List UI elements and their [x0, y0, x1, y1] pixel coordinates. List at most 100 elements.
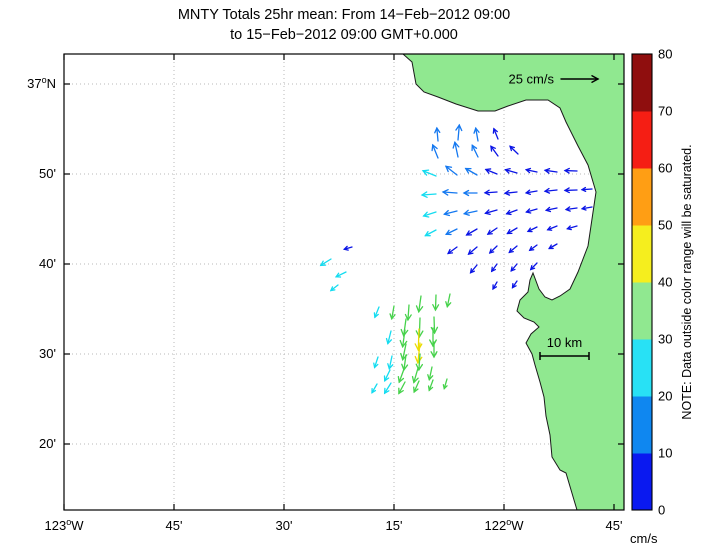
- current-vector: [504, 167, 518, 174]
- current-vector: [427, 366, 434, 382]
- colorbar-band: [632, 54, 652, 112]
- current-vector: [398, 381, 406, 395]
- current-vector: [506, 227, 518, 235]
- x-tick-label: 122oW: [485, 517, 525, 533]
- current-vector: [490, 263, 498, 273]
- current-vector: [465, 228, 478, 236]
- colorbar-tick-label: 40: [658, 275, 672, 290]
- grid-lines: [63, 54, 624, 510]
- colorbar-band: [632, 282, 652, 340]
- y-tick-label: 37oN: [27, 75, 56, 91]
- current-vector: [430, 316, 439, 335]
- y-tick-label: 20': [39, 436, 56, 451]
- current-vector: [509, 145, 519, 155]
- reference-arrow-label: 25 cm/s: [508, 72, 554, 87]
- current-vector: [414, 328, 423, 352]
- current-vector: [432, 294, 440, 312]
- landmass-monterey-coast: [402, 54, 624, 510]
- current-vector: [580, 186, 593, 193]
- current-vector: [464, 167, 478, 176]
- current-vector: [563, 167, 578, 174]
- colorbar: 0 10 20 30 40 50 60 70 80 cm/s NOTE: Data outside …: [630, 47, 694, 547]
- current-vector: [462, 209, 478, 216]
- current-vector: [490, 145, 499, 157]
- current-vector: [544, 206, 558, 213]
- current-vector: [383, 382, 392, 395]
- vector-field: [319, 123, 593, 395]
- current-vector: [444, 165, 458, 176]
- colorbar-units-label: cm/s: [630, 531, 658, 546]
- scale-bar-label: 10 km: [547, 335, 582, 350]
- x-tick-label: 45': [606, 518, 623, 533]
- current-vector: [424, 229, 437, 237]
- y-tick-label: 30': [39, 346, 56, 361]
- colorbar-band: [632, 453, 652, 511]
- current-vector: [492, 127, 499, 140]
- current-vector: [430, 341, 438, 359]
- current-vector: [429, 327, 437, 348]
- current-vector: [510, 263, 518, 272]
- current-vector: [373, 356, 379, 369]
- current-vector: [422, 211, 437, 218]
- colorbar-border: [631, 53, 653, 511]
- x-tick-label: 123oW: [45, 517, 85, 533]
- current-vector: [319, 258, 332, 267]
- current-vector: [473, 126, 480, 142]
- current-vector: [566, 225, 578, 231]
- current-vector: [445, 228, 458, 236]
- current-vector: [484, 168, 498, 175]
- current-vector: [413, 380, 420, 394]
- colorbar-band: [632, 339, 652, 397]
- current-vector: [462, 189, 478, 197]
- current-vector: [467, 246, 478, 255]
- current-vector: [564, 206, 578, 212]
- current-vector: [427, 379, 434, 392]
- current-vector: [528, 244, 538, 252]
- current-vector: [343, 245, 353, 251]
- colorbar-band: [632, 225, 652, 283]
- scale-bar: [539, 352, 590, 360]
- current-vector: [397, 368, 405, 384]
- current-vector: [526, 226, 538, 233]
- current-vector: [383, 369, 391, 382]
- chart-title-line2: to 15−Feb−2012 09:00 GMT+0.000: [230, 27, 458, 44]
- colorbar-saturation-note: NOTE: Data outside color range will be s…: [680, 144, 694, 419]
- current-vector: [442, 378, 448, 390]
- current-vector: [484, 209, 498, 216]
- current-vector: [529, 262, 538, 271]
- current-vector: [414, 342, 423, 365]
- current-vector: [415, 353, 423, 372]
- current-vector: [334, 271, 347, 278]
- current-vector: [411, 367, 419, 384]
- current-vector: [385, 330, 393, 345]
- x-tick-label: 15': [386, 518, 403, 533]
- colorbar-tick-label: 30: [658, 332, 672, 347]
- current-vector: [492, 281, 498, 291]
- current-vector: [543, 167, 558, 174]
- reference-arrow: [560, 74, 600, 84]
- colorbar-tick-label: 60: [658, 161, 672, 176]
- current-vector: [546, 225, 558, 231]
- current-vector: [486, 227, 498, 235]
- current-vector: [525, 208, 538, 214]
- current-vector: [505, 209, 518, 216]
- colorbar-tick-label: 70: [658, 104, 672, 119]
- current-vector: [434, 126, 441, 142]
- current-vector: [373, 306, 380, 319]
- current-vector: [503, 189, 518, 196]
- current-vector: [524, 189, 538, 195]
- axis-ticks: [63, 54, 624, 510]
- current-vector: [421, 169, 437, 177]
- current-vector: [524, 167, 538, 174]
- current-vector: [445, 293, 452, 309]
- current-vector: [452, 141, 460, 158]
- current-vector: [447, 246, 458, 255]
- current-vector: [580, 205, 593, 211]
- current-vector: [543, 187, 558, 194]
- current-vector: [548, 243, 558, 250]
- current-vector: [471, 144, 479, 158]
- current-vector: [488, 245, 498, 254]
- x-tick-label: 30': [276, 518, 293, 533]
- plot-border: [63, 53, 625, 511]
